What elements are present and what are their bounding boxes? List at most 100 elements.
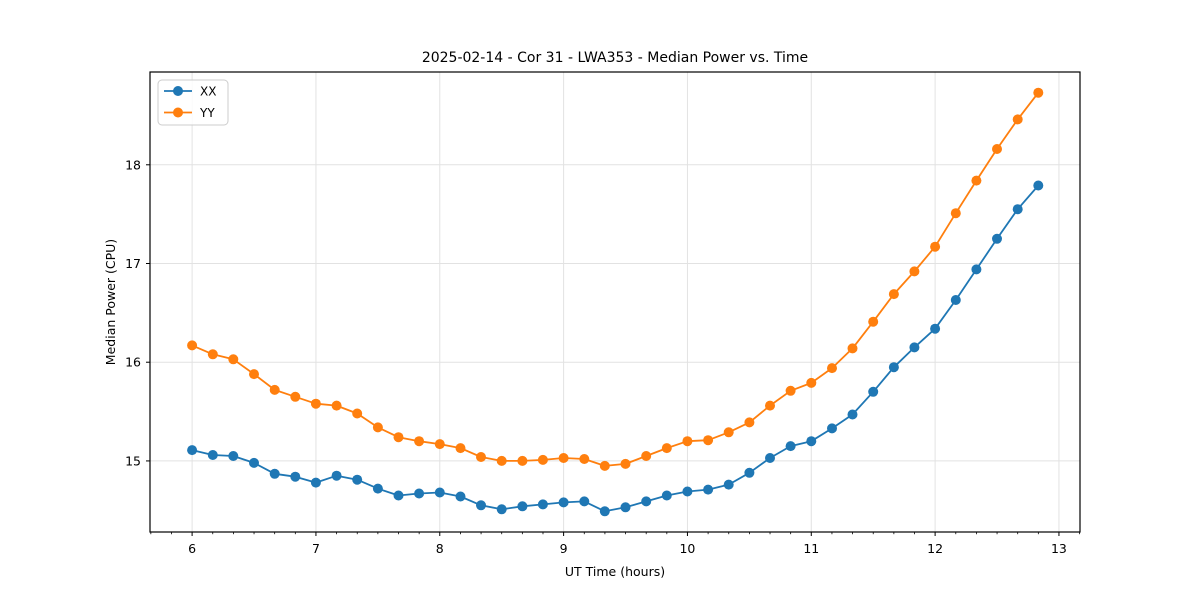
- legend-marker-sample: [173, 107, 183, 118]
- series-marker-yy: [207, 349, 218, 360]
- series-marker-xx: [331, 470, 342, 481]
- series-marker-yy: [269, 384, 280, 395]
- series-marker-xx: [992, 233, 1002, 244]
- series-marker-xx: [414, 488, 425, 499]
- series-marker-xx: [269, 468, 280, 479]
- x-tick-label: 11: [803, 541, 819, 556]
- series-marker-xx: [517, 501, 528, 512]
- series-marker-yy: [1033, 87, 1044, 98]
- series-marker-yy: [599, 460, 610, 471]
- series-marker-xx: [765, 453, 775, 463]
- series-marker-xx: [641, 496, 652, 507]
- series-marker-xx: [579, 496, 590, 507]
- legend-label-yy: YY: [199, 106, 215, 120]
- series-marker-yy: [868, 316, 879, 327]
- series-marker-xx: [496, 504, 507, 515]
- series-marker-yy: [290, 391, 301, 402]
- series-marker-xx: [620, 502, 631, 513]
- series-marker-xx: [249, 457, 259, 468]
- series-marker-xx: [352, 474, 363, 485]
- series-marker-xx: [703, 484, 714, 495]
- series-marker-xx: [434, 487, 445, 498]
- series-marker-yy: [187, 340, 198, 351]
- series-marker-xx: [290, 471, 301, 482]
- series-marker-xx: [1033, 180, 1044, 191]
- x-tick-label: 8: [436, 541, 444, 556]
- series-marker-yy: [806, 377, 817, 388]
- series-marker-yy: [579, 454, 590, 464]
- series-marker-yy: [393, 432, 404, 443]
- series-marker-xx: [455, 491, 466, 502]
- y-tick-label: 16: [125, 355, 141, 370]
- series-marker-yy: [496, 455, 507, 466]
- series-marker-xx: [868, 386, 879, 397]
- x-tick-label: 6: [188, 541, 196, 556]
- series-marker-yy: [352, 408, 363, 419]
- series-marker-yy: [476, 452, 486, 462]
- series-marker-yy: [620, 458, 631, 469]
- series-marker-yy: [249, 369, 259, 380]
- x-tick-label: 7: [312, 541, 320, 556]
- series-marker-yy: [703, 435, 714, 446]
- series-marker-xx: [909, 342, 920, 353]
- series-marker-xx: [599, 506, 610, 517]
- series-marker-xx: [950, 295, 961, 305]
- series-marker-xx: [558, 497, 569, 508]
- series-marker-xx: [310, 477, 321, 488]
- series-marker-xx: [723, 479, 734, 490]
- series-marker-yy: [930, 241, 941, 252]
- series-marker-yy: [888, 289, 899, 300]
- series-marker-yy: [661, 443, 672, 454]
- x-tick-label: 12: [927, 541, 943, 556]
- chart-title: 2025-02-14 - Cor 31 - LWA353 - Median Po…: [421, 50, 809, 66]
- series-marker-yy: [723, 427, 734, 438]
- series-marker-yy: [434, 439, 445, 450]
- y-tick-label: 17: [125, 256, 141, 271]
- x-axis-label: UT Time (hours): [564, 564, 666, 579]
- y-tick-label: 18: [125, 157, 141, 172]
- y-axis-label-text: Median Power (CPU): [103, 238, 118, 366]
- series-line-yy: [191, 92, 1040, 467]
- plot-border: [149, 71, 1081, 533]
- y-tick-label: 15: [125, 453, 141, 468]
- x-tick-label: 13: [1051, 541, 1067, 556]
- series-marker-yy: [537, 454, 548, 465]
- series-marker-xx: [537, 499, 548, 510]
- series-marker-yy: [950, 208, 961, 219]
- series-marker-yy: [331, 400, 342, 411]
- x-tick-label: 9: [560, 541, 568, 556]
- series-marker-xx: [228, 451, 239, 461]
- series-marker-xx: [888, 362, 899, 373]
- series-marker-xx: [187, 445, 198, 456]
- series-marker-yy: [641, 451, 652, 461]
- series-marker-yy: [971, 175, 982, 186]
- series-marker-yy: [1012, 114, 1023, 125]
- series-marker-xx: [971, 264, 982, 275]
- series-marker-xx: [372, 483, 383, 494]
- series-marker-yy: [310, 398, 321, 409]
- legend-label-xx: XX: [200, 85, 216, 99]
- series-marker-yy: [744, 417, 755, 428]
- series-marker-xx: [785, 441, 796, 452]
- legend-marker-sample: [173, 86, 183, 96]
- series-marker-xx: [661, 490, 672, 501]
- series-marker-yy: [414, 436, 425, 447]
- series-marker-xx: [930, 323, 941, 334]
- series-marker-xx: [682, 486, 693, 497]
- series-marker-xx: [393, 490, 404, 501]
- series-marker-yy: [517, 455, 528, 466]
- series-marker-yy: [992, 144, 1002, 154]
- series-marker-yy: [827, 363, 837, 374]
- series-marker-yy: [455, 443, 466, 454]
- series-marker-yy: [765, 400, 775, 411]
- series-marker-xx: [806, 436, 817, 447]
- series-marker-yy: [558, 453, 569, 463]
- series-marker-yy: [909, 266, 920, 277]
- series-marker-xx: [847, 409, 858, 420]
- series-marker-xx: [1012, 204, 1023, 215]
- series-marker-xx: [744, 467, 755, 478]
- series-marker-xx: [827, 423, 837, 434]
- legend-box: [157, 79, 229, 126]
